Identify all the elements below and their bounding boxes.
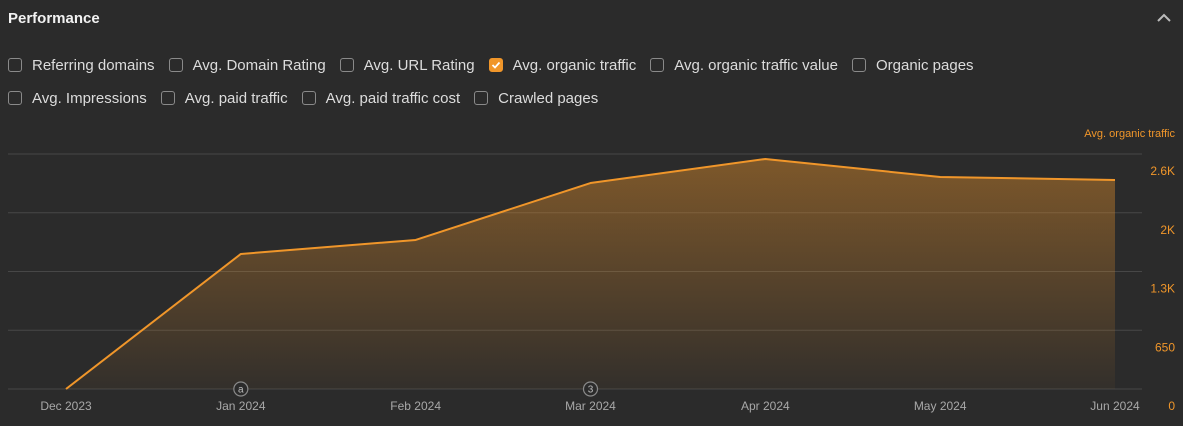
annotation-label: 3: [588, 385, 594, 396]
x-tick-label: Apr 2024: [741, 399, 790, 413]
checkbox-label[interactable]: Avg. Domain Rating: [192, 56, 326, 74]
checkbox-label[interactable]: Crawled pages: [498, 89, 599, 107]
checkbox[interactable]: Avg. paid traffic: [160, 89, 288, 107]
annotation-marker: [582, 381, 599, 397]
checkbox-box[interactable]: [851, 58, 866, 72]
checkbox-box[interactable]: [301, 91, 316, 105]
y-tick-label: 0: [1168, 399, 1175, 413]
filter-row: Referring domains Avg. Domain Rating Avg. …: [8, 54, 988, 76]
y-tick-label: 650: [1155, 340, 1175, 354]
checkbox-box[interactable]: [488, 58, 503, 72]
checkbox-label[interactable]: Avg. Impressions: [32, 89, 147, 107]
y-tick-label: 2.6K: [1150, 164, 1175, 178]
checkbox-label[interactable]: Avg. organic traffic: [512, 56, 637, 74]
checkbox-box[interactable]: [8, 58, 22, 72]
checkbox-box[interactable]: [160, 91, 175, 105]
panel-title: Performance: [8, 10, 100, 27]
x-tick-label: Mar 2024: [565, 399, 616, 413]
checkbox[interactable]: Avg. Impressions: [8, 90, 147, 107]
checkbox-box[interactable]: [8, 91, 22, 105]
checkbox-label[interactable]: Avg. paid traffic: [184, 89, 288, 107]
checkbox[interactable]: Avg. Domain Rating: [168, 56, 326, 74]
checkbox[interactable]: Avg. URL Rating: [339, 56, 475, 74]
area-line: [65, 157, 1116, 390]
checkbox[interactable]: Referring domains: [8, 57, 155, 74]
axis-legend: Avg. organic traffic: [1084, 128, 1175, 140]
checkbox[interactable]: Avg. organic traffic: [488, 56, 637, 74]
checkbox-label[interactable]: Avg. URL Rating: [363, 56, 475, 74]
checkbox-label[interactable]: Avg. paid traffic cost: [325, 89, 461, 107]
area-fill: [66, 158, 1115, 389]
check-mark: [491, 61, 500, 69]
checkbox-label[interactable]: Avg. organic traffic value: [674, 56, 838, 74]
checkbox-box[interactable]: [168, 58, 183, 72]
checkbox-label[interactable]: Referring domains: [32, 56, 155, 74]
checkbox-box[interactable]: [474, 91, 489, 105]
y-tick-label: 2K: [1160, 223, 1175, 237]
checkbox-box[interactable]: [650, 58, 665, 72]
checkbox[interactable]: Avg. paid traffic cost: [301, 89, 461, 107]
checkbox-box[interactable]: [339, 58, 354, 72]
filter-row: Avg. Impressions Avg. paid traffic Avg. pa…: [8, 87, 988, 109]
x-tick-label: Jun 2024: [1090, 399, 1140, 413]
y-tick-label: 1.3K: [1150, 282, 1175, 296]
annotation-marker: [233, 381, 249, 397]
checkbox[interactable]: Avg. organic traffic value: [650, 57, 838, 74]
x-tick-label: Dec 2023: [40, 399, 92, 413]
checkbox[interactable]: Crawled pages: [474, 90, 598, 107]
checkbox[interactable]: Organic pages: [851, 56, 974, 74]
annotation-label: a: [238, 385, 244, 396]
checkbox-label[interactable]: Organic pages: [875, 56, 974, 74]
x-tick-label: May 2024: [914, 399, 967, 413]
filter-list: Referring domains Avg. Domain Rating Avg. …: [8, 54, 988, 120]
x-tick-label: Jan 2024: [216, 399, 266, 413]
collapse-button[interactable]: [1156, 10, 1172, 26]
x-tick-label: Feb 2024: [390, 399, 441, 413]
